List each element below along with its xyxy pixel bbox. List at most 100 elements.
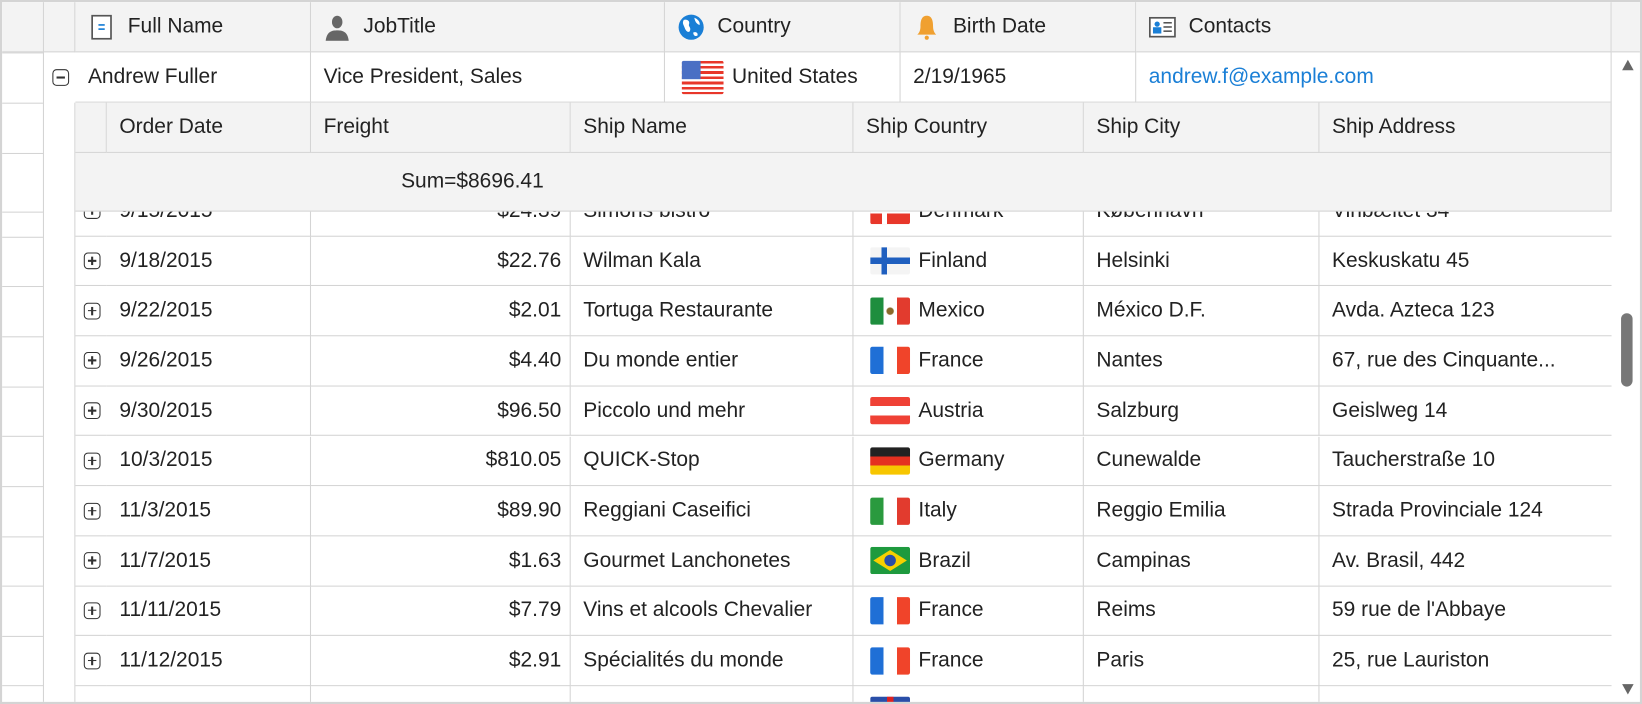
scroll-down-icon[interactable] bbox=[1621, 683, 1635, 696]
expand-button[interactable] bbox=[75, 236, 107, 287]
cell-country[interactable]: Italy bbox=[853, 486, 1084, 537]
column-header-birth-date[interactable]: Birth Date bbox=[900, 2, 1137, 53]
detail-row[interactable]: 11/11/2015 $7.79 Vins et alcools Chevalier… bbox=[75, 586, 1612, 637]
vertical-scrollbar[interactable] bbox=[1612, 52, 1640, 702]
detail-column-header[interactable]: Freight bbox=[311, 102, 571, 153]
expand-button[interactable] bbox=[75, 686, 106, 702]
cell-address[interactable]: Taucherstraße 10 bbox=[1319, 436, 1612, 487]
cell-date[interactable]: 11/3/2015 bbox=[106, 486, 312, 537]
cell-date[interactable]: 11/12/2015 bbox=[106, 636, 312, 687]
cell-city[interactable]: Campinas bbox=[1083, 536, 1320, 587]
detail-row[interactable]: 10/3/2015 $810.05 QUICK-Stop Germany Cunewal… bbox=[75, 436, 1612, 487]
expand-button[interactable] bbox=[75, 586, 107, 637]
cell-country[interactable]: France bbox=[853, 336, 1084, 387]
cell-freight[interactable]: $2.01 bbox=[311, 286, 571, 337]
cell-country[interactable]: France bbox=[853, 586, 1084, 637]
cell-address[interactable]: Av. Brasil, 442 bbox=[1319, 536, 1612, 587]
expand-button[interactable] bbox=[75, 436, 107, 487]
cell-city[interactable] bbox=[1084, 686, 1320, 702]
column-header-job-title[interactable]: JobTitle bbox=[311, 2, 665, 53]
detail-column-header[interactable]: Ship City bbox=[1083, 102, 1320, 153]
expand-button[interactable] bbox=[75, 336, 107, 387]
cell-date[interactable]: 9/18/2015 bbox=[106, 236, 312, 287]
cell-date[interactable]: 9/30/2015 bbox=[106, 386, 312, 437]
cell-address[interactable]: Avda. Azteca 123 bbox=[1319, 286, 1612, 337]
cell-city[interactable]: México D.F. bbox=[1083, 286, 1320, 337]
cell-freight[interactable]: $2.91 bbox=[311, 636, 571, 687]
cell-ship-name[interactable]: Reggiani Caseifici bbox=[570, 486, 854, 537]
email-link[interactable]: andrew.f@example.com bbox=[1148, 64, 1374, 88]
cell-country[interactable]: France bbox=[853, 636, 1084, 687]
cell-ship-name[interactable]: Gourmet Lanchonetes bbox=[570, 536, 854, 587]
column-header-full-name[interactable]: Full Name bbox=[75, 2, 312, 53]
cell-freight[interactable]: $1.63 bbox=[311, 536, 571, 587]
detail-row[interactable]: 9/30/2015 $96.50 Piccolo und mehr Austria Sa… bbox=[75, 386, 1612, 437]
cell-ship-name[interactable]: Spécialités du monde bbox=[570, 636, 854, 687]
cell-contacts[interactable]: andrew.f@example.com bbox=[1136, 52, 1612, 103]
column-header-country[interactable]: Country bbox=[664, 2, 901, 53]
cell-city[interactable]: Reims bbox=[1083, 586, 1320, 637]
cell-country[interactable] bbox=[853, 686, 1084, 702]
cell-freight[interactable]: $89.90 bbox=[311, 486, 571, 537]
cell-full-name[interactable]: Andrew Fuller bbox=[75, 52, 312, 103]
expand-button[interactable] bbox=[75, 636, 107, 687]
cell-freight[interactable]: $22.76 bbox=[311, 236, 571, 287]
cell-date[interactable] bbox=[107, 686, 312, 702]
cell-country[interactable]: Germany bbox=[853, 436, 1084, 487]
detail-column-header[interactable]: Ship Name bbox=[570, 102, 854, 153]
cell-country[interactable]: Brazil bbox=[853, 536, 1084, 587]
cell-ship-name[interactable]: Vins et alcools Chevalier bbox=[570, 586, 854, 637]
expand-button[interactable] bbox=[75, 386, 107, 437]
expand-button[interactable] bbox=[75, 286, 107, 337]
cell-ship-name[interactable]: Tortuga Restaurante bbox=[570, 286, 854, 337]
cell-ship-name[interactable]: Wilman Kala bbox=[570, 236, 854, 287]
detail-row[interactable]: 9/15/2015 $24.39 Simons bistro Denmark Køben… bbox=[75, 211, 1612, 237]
cell-city[interactable]: Helsinki bbox=[1083, 236, 1320, 287]
cell-job-title[interactable]: Vice President, Sales bbox=[311, 52, 665, 103]
cell-country[interactable]: Austria bbox=[853, 386, 1084, 437]
cell-date[interactable]: 11/11/2015 bbox=[106, 586, 312, 637]
detail-row[interactable]: 11/7/2015 $1.63 Gourmet Lanchonetes Brazil C… bbox=[75, 536, 1612, 587]
cell-address[interactable]: 59 rue de l'Abbaye bbox=[1319, 586, 1612, 637]
detail-column-header[interactable]: Ship Country bbox=[853, 102, 1084, 153]
cell-date[interactable]: 11/7/2015 bbox=[106, 536, 312, 587]
detail-column-header[interactable]: Order Date bbox=[106, 102, 312, 153]
cell-ship-name[interactable]: Piccolo und mehr bbox=[570, 386, 854, 437]
expand-button[interactable] bbox=[75, 536, 107, 587]
cell-ship-name[interactable] bbox=[571, 686, 854, 702]
expand-button[interactable] bbox=[75, 211, 107, 237]
cell-address[interactable]: Geislweg 14 bbox=[1319, 386, 1612, 437]
scroll-up-icon[interactable] bbox=[1621, 59, 1635, 72]
cell-country[interactable]: Mexico bbox=[853, 286, 1084, 337]
detail-row[interactable]: 11/12/2015 $2.91 Spécialités du monde Franc… bbox=[75, 636, 1612, 687]
cell-city[interactable]: Paris bbox=[1083, 636, 1320, 687]
detail-row[interactable]: 9/26/2015 $4.40 Du monde entier France Nante… bbox=[75, 336, 1612, 387]
cell-ship-name[interactable]: Simons bistro bbox=[570, 211, 854, 237]
cell-address[interactable]: Strada Provinciale 124 bbox=[1319, 486, 1612, 537]
cell-freight[interactable]: $810.05 bbox=[311, 436, 571, 487]
cell-address[interactable]: 25, rue Lauriston bbox=[1319, 636, 1612, 687]
cell-address[interactable]: Vinbæltet 34 bbox=[1319, 212, 1612, 237]
cell-country[interactable]: United States bbox=[664, 52, 901, 103]
cell-date[interactable]: 9/22/2015 bbox=[106, 286, 312, 337]
cell-freight[interactable]: $4.40 bbox=[311, 336, 571, 387]
cell-city[interactable]: Reggio Emilia bbox=[1083, 486, 1320, 537]
cell-address[interactable] bbox=[1319, 686, 1611, 702]
detail-row[interactable]: 11/3/2015 $89.90 Reggiani Caseifici Italy Re… bbox=[75, 486, 1612, 537]
detail-row[interactable]: 9/18/2015 $22.76 Wilman Kala Finland Helsink… bbox=[75, 236, 1612, 287]
expand-button[interactable] bbox=[75, 486, 107, 537]
cell-city[interactable]: Nantes bbox=[1083, 336, 1320, 387]
cell-country[interactable]: Denmark bbox=[853, 211, 1084, 237]
detail-column-header[interactable]: Ship Address bbox=[1319, 102, 1612, 153]
cell-date[interactable]: 9/15/2015 bbox=[106, 211, 312, 237]
cell-ship-name[interactable]: QUICK-Stop bbox=[570, 436, 854, 487]
cell-birth-date[interactable]: 2/19/1965 bbox=[900, 52, 1137, 103]
cell-freight[interactable] bbox=[311, 686, 571, 702]
cell-date[interactable]: 9/26/2015 bbox=[106, 336, 312, 387]
cell-date[interactable]: 10/3/2015 bbox=[106, 436, 312, 487]
cell-address[interactable]: 67, rue des Cinquante... bbox=[1319, 336, 1612, 387]
cell-freight[interactable]: $24.39 bbox=[311, 211, 571, 237]
cell-city[interactable]: København bbox=[1083, 211, 1320, 237]
cell-country[interactable]: Finland bbox=[853, 236, 1084, 287]
detail-row[interactable] bbox=[75, 686, 1611, 702]
